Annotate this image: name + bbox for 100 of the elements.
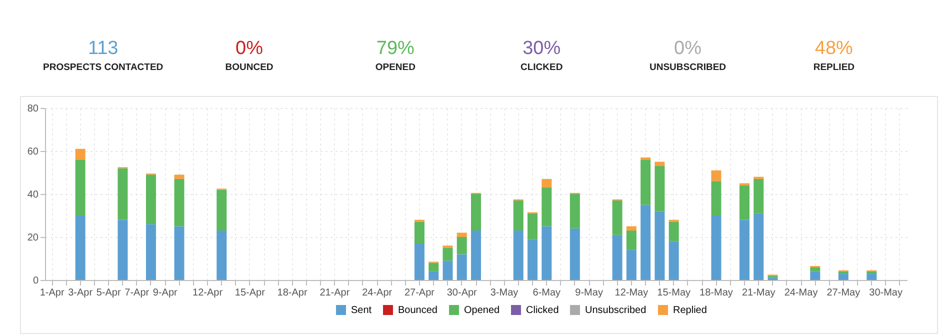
text: 30% xyxy=(522,38,561,59)
bar xyxy=(626,250,636,280)
y-tick-label: 20 xyxy=(27,232,39,244)
bar xyxy=(739,185,750,220)
text: 113 xyxy=(88,38,118,59)
bar xyxy=(612,234,622,280)
x-tick-label: 21-Apr xyxy=(320,288,350,298)
bar xyxy=(640,160,651,205)
bar xyxy=(626,230,636,250)
y-tick-label: 40 xyxy=(27,190,39,200)
x-tick-label: 24-Apr xyxy=(362,288,393,298)
bar xyxy=(754,178,764,214)
bar xyxy=(75,148,86,160)
bar xyxy=(739,220,750,280)
y-tick-label: 0 xyxy=(32,276,39,286)
x-tick-label: 6-May xyxy=(532,288,561,298)
bar xyxy=(216,190,227,231)
bar xyxy=(626,226,636,231)
bar xyxy=(174,174,184,179)
text: 79% xyxy=(376,38,414,59)
x-tick-label: 1-Apr xyxy=(40,288,65,298)
bar xyxy=(866,274,877,280)
bar xyxy=(810,271,820,280)
bar xyxy=(640,204,651,280)
bar xyxy=(654,162,665,166)
bar xyxy=(471,230,481,280)
bar xyxy=(711,170,722,182)
category-label: OPENED xyxy=(374,62,416,73)
bar xyxy=(471,194,481,231)
bar xyxy=(542,178,552,188)
bar xyxy=(442,248,453,261)
bar xyxy=(612,200,622,235)
text: 0% xyxy=(236,38,263,59)
legend-label: Unsubscribed xyxy=(585,305,646,316)
x-tick-label: 30-Apr xyxy=(446,288,478,298)
bar xyxy=(174,178,184,226)
category-label: REPLIED xyxy=(812,62,856,73)
x-tick-label: 18-May xyxy=(700,288,733,298)
bar xyxy=(118,220,128,280)
bar xyxy=(216,230,227,280)
bar xyxy=(428,271,439,280)
x-tick-label: 3-May xyxy=(490,288,518,298)
y-tick-label: 80 xyxy=(27,104,39,114)
legend-label: Bounced xyxy=(398,305,438,316)
y-tick-label: 60 xyxy=(27,146,39,158)
bar xyxy=(146,174,156,224)
bar xyxy=(456,232,467,237)
bar xyxy=(838,271,848,274)
bar xyxy=(654,166,665,212)
x-tick-label: 7-Apr xyxy=(124,288,150,298)
bar xyxy=(442,260,453,280)
bar xyxy=(75,216,86,280)
x-tick-label: 30-May xyxy=(869,288,902,298)
bar xyxy=(513,200,524,231)
bar xyxy=(174,226,184,280)
legend-label: Replied xyxy=(673,305,707,316)
bar xyxy=(711,216,722,280)
legend-label: Sent xyxy=(351,305,372,316)
bar xyxy=(866,271,877,274)
category-label: PROSPECTS CONTACTED xyxy=(42,62,164,73)
x-tick-label: 3-Apr xyxy=(68,288,94,298)
bar xyxy=(118,168,128,220)
bar xyxy=(838,274,848,280)
bar xyxy=(654,211,665,280)
category-label: CLICKED xyxy=(519,62,564,73)
x-tick-label: 15-Apr xyxy=(234,288,266,298)
bar xyxy=(75,160,86,216)
bar xyxy=(640,157,651,160)
category-label: BOUNCED xyxy=(224,62,274,73)
bar xyxy=(711,181,722,216)
bar xyxy=(570,194,580,228)
x-tick-label: 9-Apr xyxy=(152,288,178,298)
bar xyxy=(414,222,424,244)
bar xyxy=(542,188,552,226)
bar xyxy=(668,241,679,280)
text: 0% xyxy=(674,38,702,59)
legend-label: Clicked xyxy=(526,305,559,316)
bar xyxy=(528,213,538,240)
x-tick-label: 9-May xyxy=(575,288,603,298)
x-tick-label: 24-May xyxy=(784,288,818,298)
bar xyxy=(542,226,552,280)
x-tick-label: 21-May xyxy=(742,288,776,298)
x-tick-label: 15-May xyxy=(657,288,691,298)
x-tick-label: 27-May xyxy=(826,288,860,298)
x-tick-label: 27-Apr xyxy=(404,288,436,298)
x-tick-label: 18-Apr xyxy=(277,288,308,298)
bar xyxy=(754,213,764,280)
bar xyxy=(570,228,580,280)
bar xyxy=(810,267,820,272)
bar xyxy=(528,239,538,280)
legend-label: Opened xyxy=(464,305,500,316)
x-tick-label: 12-May xyxy=(614,288,648,298)
category-label: UNSUBSCRIBED xyxy=(648,62,728,73)
bar xyxy=(456,254,467,280)
x-tick-label: 12-Apr xyxy=(192,288,224,298)
bar xyxy=(513,230,524,280)
bar xyxy=(456,237,467,254)
x-tick-label: 5-Apr xyxy=(96,288,122,298)
bar xyxy=(146,224,156,280)
bar xyxy=(414,243,424,280)
